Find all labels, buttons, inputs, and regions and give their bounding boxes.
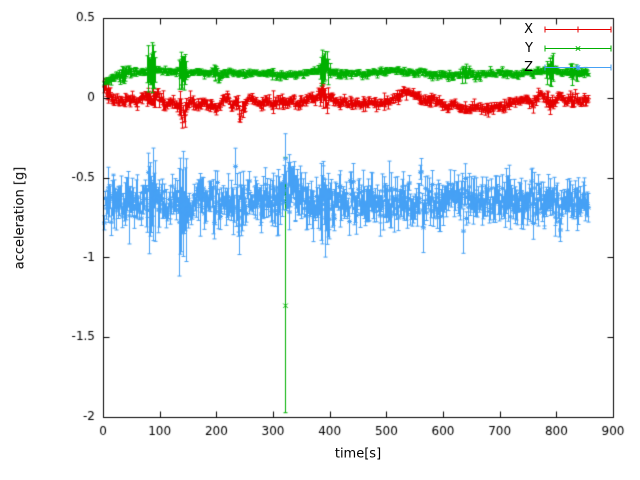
legend: X Y Z	[524, 20, 613, 77]
legend-label-y: Y	[525, 41, 533, 56]
legend-sample-line-z	[544, 64, 612, 71]
x-axis-label: time[s]	[334, 446, 382, 462]
legend-sample-line-x	[544, 26, 612, 33]
legend-entry-x: X	[524, 20, 613, 39]
y-axis-label: acceleration [g]	[12, 166, 28, 270]
legend-label-x: X	[524, 22, 533, 37]
legend-entry-y: Y	[524, 39, 613, 58]
legend-label-z: Z	[524, 60, 533, 75]
legend-sample-line-y	[544, 45, 612, 52]
legend-entry-z: Z	[524, 58, 613, 77]
